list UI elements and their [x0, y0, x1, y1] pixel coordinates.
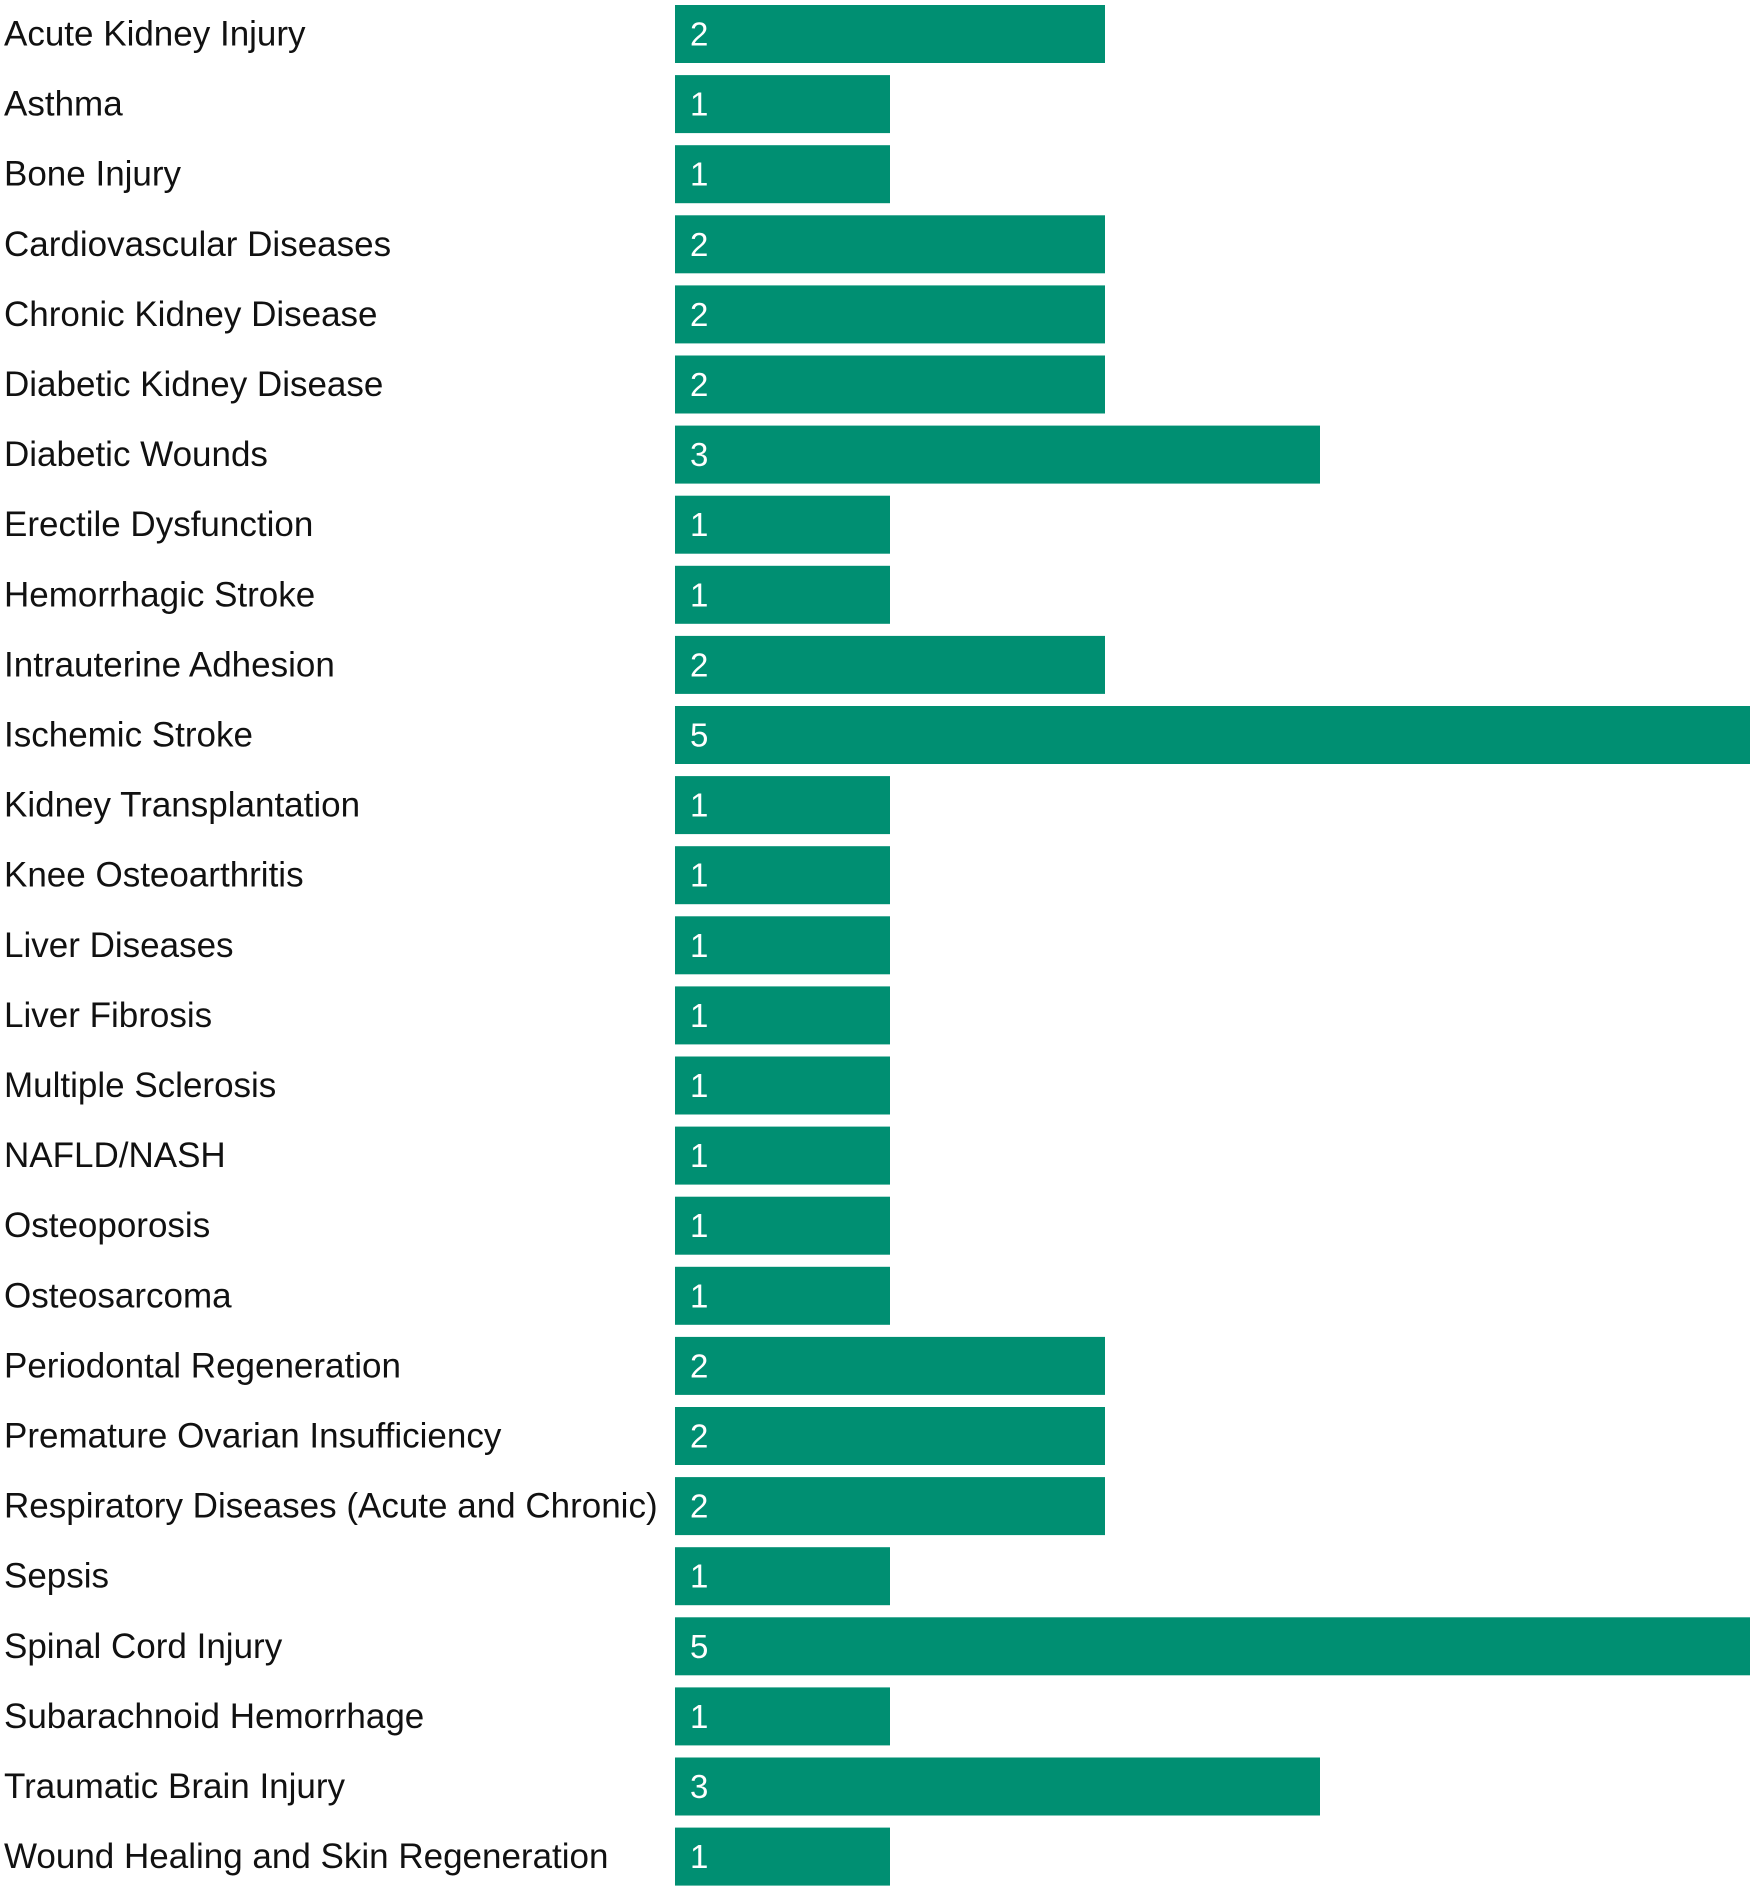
category-label: Liver Fibrosis [4, 996, 212, 1035]
bar-value-label: 3 [690, 436, 708, 473]
category-label: Sepsis [4, 1557, 109, 1596]
category-label: Asthma [4, 85, 123, 124]
category-labels: Acute Kidney Injury Asthma Bone Injury Card… [4, 15, 658, 1877]
bar [675, 1056, 890, 1115]
bar [675, 145, 890, 204]
bar [675, 1266, 890, 1325]
bar [675, 846, 890, 905]
bar [675, 1827, 890, 1886]
bar [675, 1617, 1750, 1676]
category-label: Diabetic Kidney Disease [4, 365, 383, 404]
category-label: Periodontal Regeneration [4, 1346, 401, 1385]
bar-value-label: 2 [690, 16, 708, 53]
bar-value-label: 1 [690, 927, 708, 964]
bar [675, 1407, 1105, 1465]
bar-value-label: 2 [690, 1418, 708, 1455]
category-label: Osteosarcoma [4, 1276, 232, 1315]
bar-value-label: 1 [690, 1277, 708, 1314]
bar [675, 1196, 890, 1255]
bar [675, 565, 890, 624]
bar [675, 916, 890, 975]
value-labels: 2 1 1 2 2 2 3 1 1 2 5 1 1 1 1 1 1 1 1 2 2 2 1 5 1 3 1 [690, 16, 708, 1876]
bar-value-label: 1 [690, 576, 708, 613]
bar [675, 1336, 1105, 1395]
bar-value-label: 1 [690, 1137, 708, 1174]
bar-value-label: 1 [690, 1558, 708, 1595]
bar-value-label: 2 [690, 366, 708, 403]
category-label: Intrauterine Adhesion [4, 645, 335, 684]
category-label: Liver Diseases [4, 926, 234, 965]
category-label: Cardiovascular Diseases [4, 225, 391, 264]
bar-value-label: 1 [690, 997, 708, 1034]
category-label: NAFLD/NASH [4, 1136, 226, 1175]
category-label: Ischemic Stroke [4, 716, 253, 755]
bar-value-label: 5 [690, 717, 708, 754]
bar-value-label: 1 [690, 857, 708, 894]
bar [675, 776, 890, 835]
bar-value-label: 1 [690, 86, 708, 123]
category-label: Premature Ovarian Insufficiency [4, 1417, 502, 1456]
bar [675, 986, 890, 1045]
category-label: Traumatic Brain Injury [4, 1767, 346, 1806]
category-label: Bone Injury [4, 155, 182, 194]
bar [675, 1757, 1320, 1816]
bar [675, 285, 1105, 344]
bar [675, 635, 1105, 694]
bar-value-label: 2 [690, 226, 708, 263]
category-label: Wound Healing and Skin Regeneration [4, 1837, 609, 1876]
bar-value-label: 5 [690, 1628, 708, 1665]
category-label: Multiple Sclerosis [4, 1066, 276, 1105]
bar-value-label: 2 [690, 296, 708, 333]
bar [675, 1687, 890, 1746]
category-label: Erectile Dysfunction [4, 505, 313, 544]
bar [675, 495, 890, 554]
bar [675, 215, 1105, 274]
bar [675, 1477, 1105, 1536]
bar-value-label: 1 [690, 1207, 708, 1244]
bar-value-label: 1 [690, 1838, 708, 1875]
category-label: Kidney Transplantation [4, 786, 360, 825]
bars [675, 5, 1750, 1886]
bar-value-label: 1 [690, 787, 708, 824]
category-label: Spinal Cord Injury [4, 1627, 283, 1666]
bar [675, 706, 1750, 764]
bar-value-label: 1 [690, 506, 708, 543]
category-label: Osteoporosis [4, 1206, 210, 1245]
category-label: Respiratory Diseases (Acute and Chronic) [4, 1487, 658, 1526]
category-label: Knee Osteoarthritis [4, 856, 304, 895]
category-label: Chronic Kidney Disease [4, 295, 378, 334]
category-label: Diabetic Wounds [4, 435, 268, 474]
bar [675, 1126, 890, 1185]
category-label: Subarachnoid Hemorrhage [4, 1697, 424, 1736]
bar-value-label: 3 [690, 1768, 708, 1805]
bar-value-label: 1 [690, 1698, 708, 1735]
bar [675, 75, 890, 134]
bar-value-label: 2 [690, 1347, 708, 1384]
bar [675, 1547, 890, 1606]
category-label: Acute Kidney Injury [4, 15, 306, 54]
bar-value-label: 1 [690, 1067, 708, 1104]
bar [675, 5, 1105, 63]
bar [675, 425, 1320, 484]
bar-value-label: 2 [690, 1488, 708, 1525]
bar-value-label: 2 [690, 646, 708, 683]
bar-value-label: 1 [690, 156, 708, 193]
category-label: Hemorrhagic Stroke [4, 575, 315, 614]
bar [675, 355, 1105, 414]
